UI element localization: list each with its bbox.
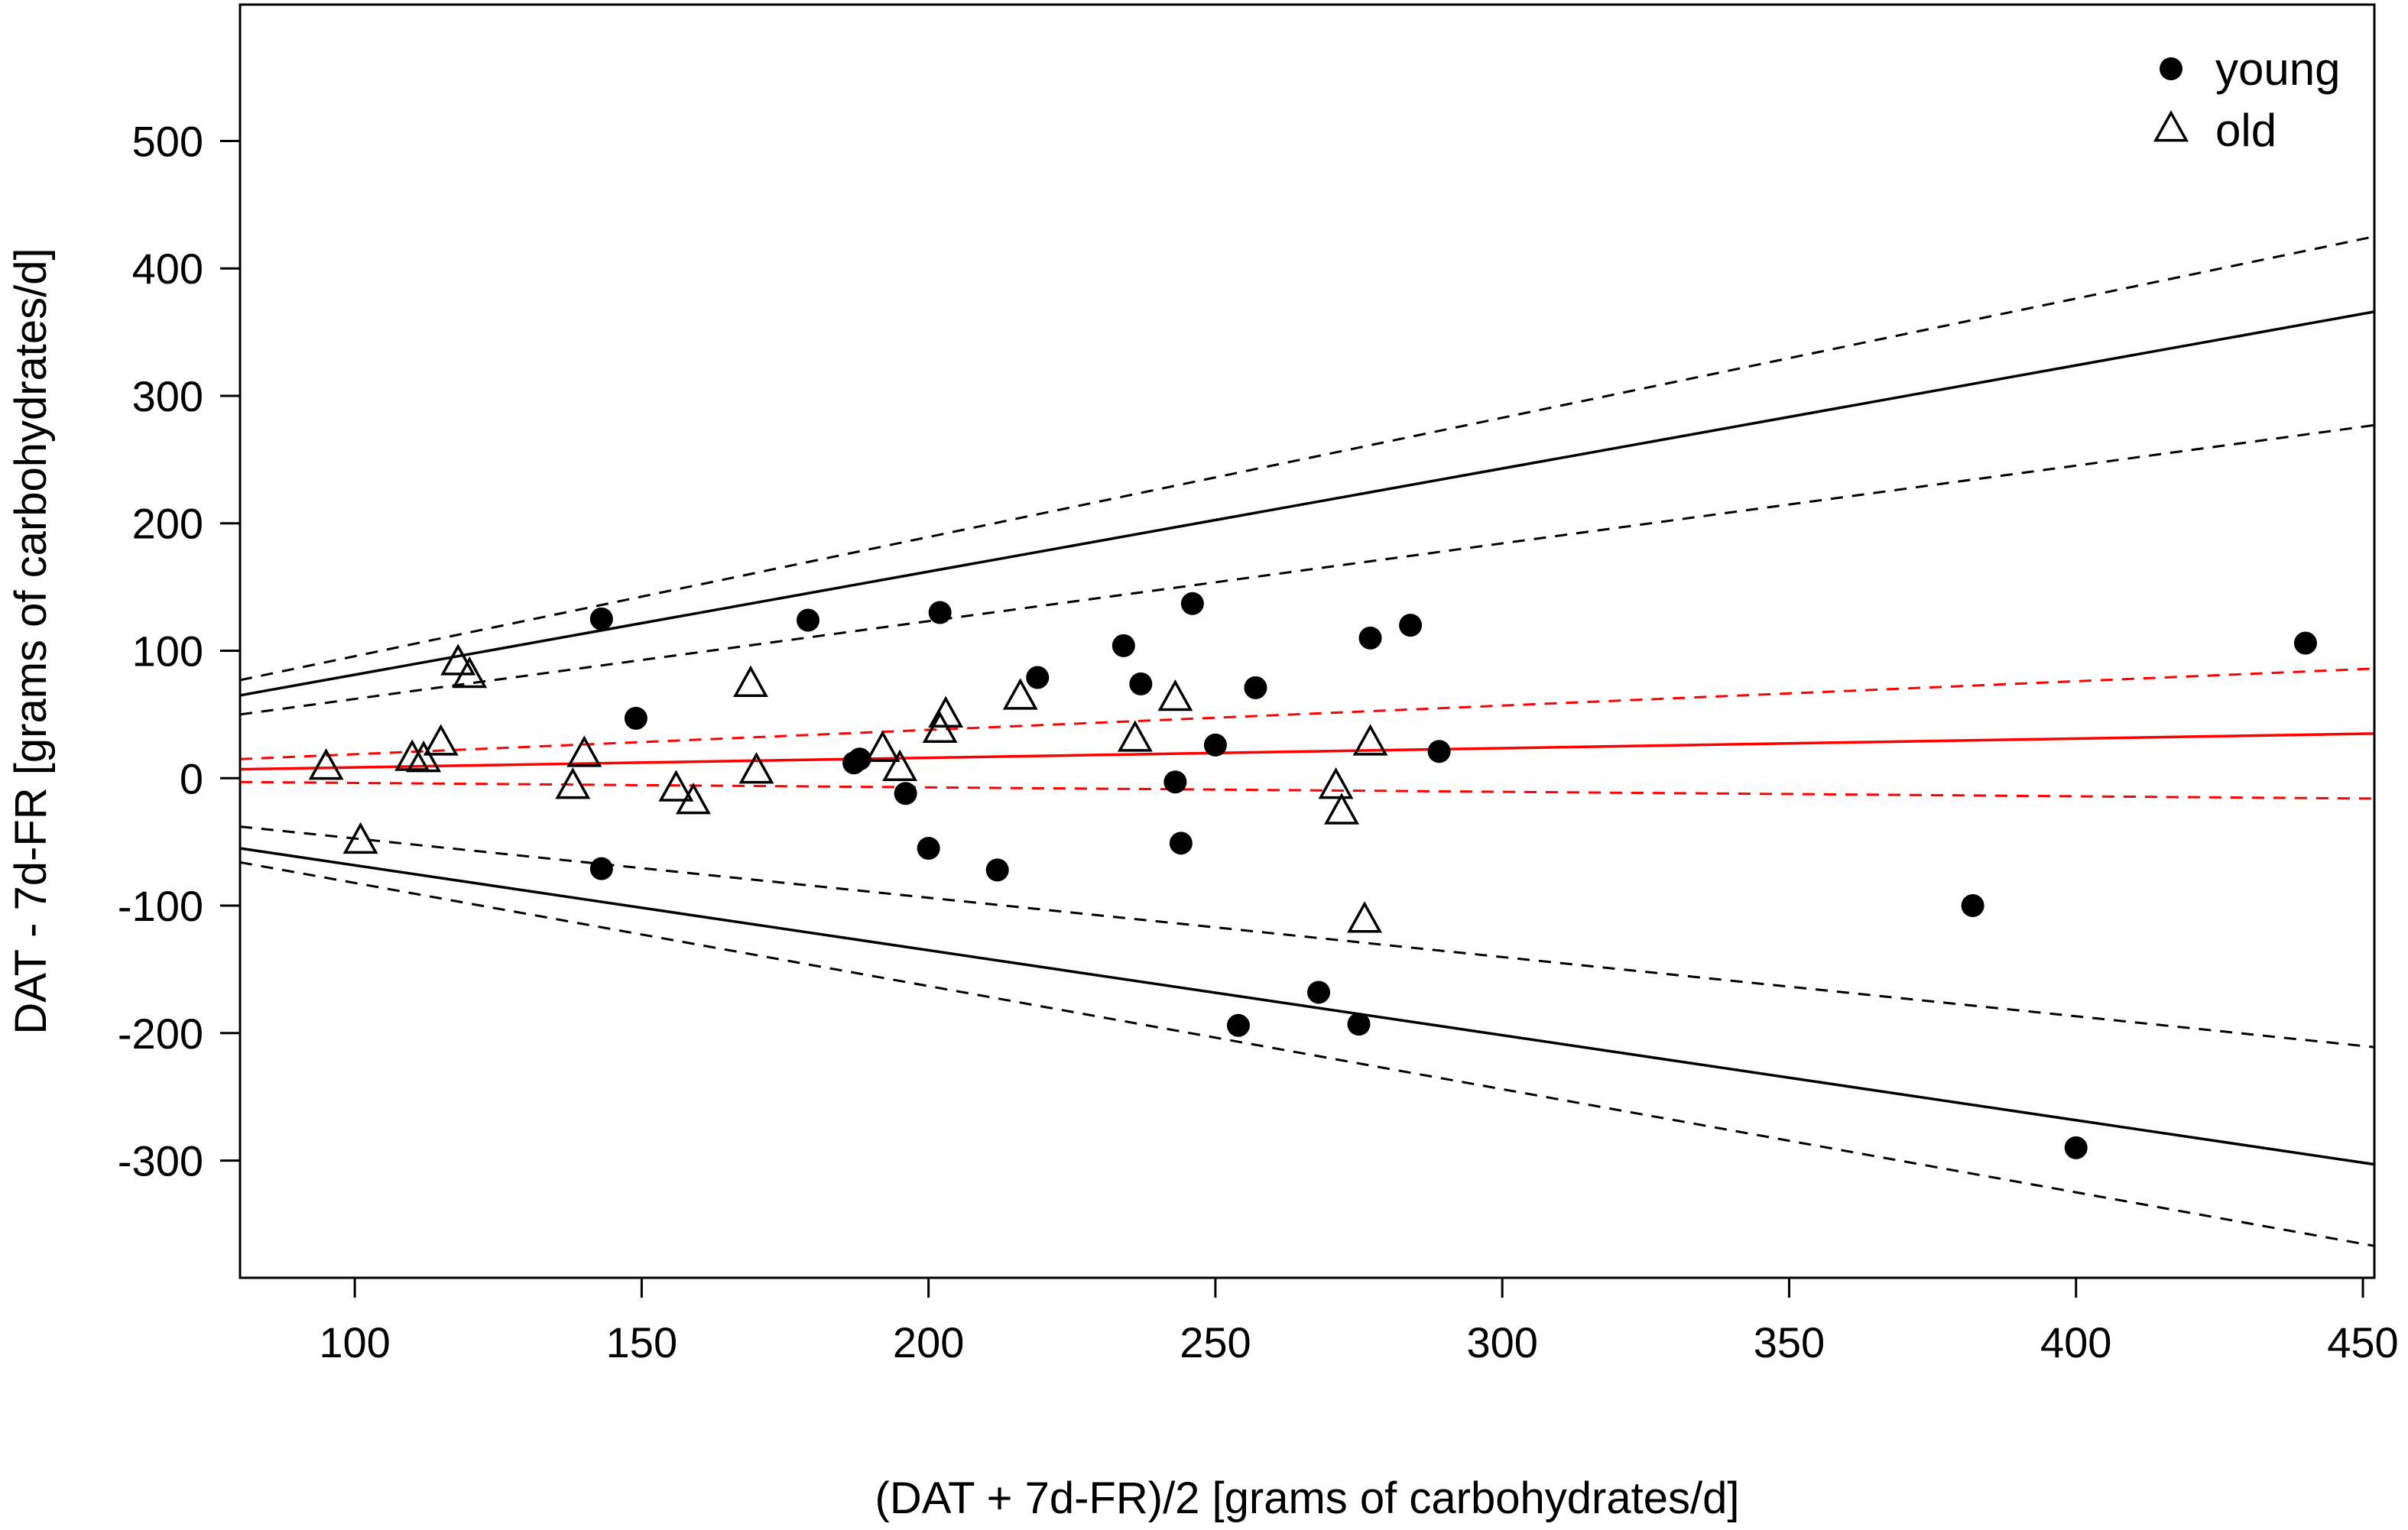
point-young <box>1169 831 1193 855</box>
y-tick-label: 0 <box>180 754 203 802</box>
plot-frame <box>239 3 2376 1279</box>
point-old <box>423 724 459 756</box>
x-tick-label: 350 <box>1754 1318 1825 1366</box>
x-tick-label: 250 <box>1180 1318 1251 1366</box>
point-old <box>928 695 964 728</box>
point-old <box>658 770 694 802</box>
point-young <box>1180 592 1204 615</box>
y-axis-title: DAT - 7d-FR [grams of carbohydrates/d] <box>6 248 56 1034</box>
y-tick-label: -300 <box>118 1137 203 1185</box>
mean-bias-ci-upper-line <box>240 667 2374 760</box>
y-tick-label: 200 <box>132 500 203 548</box>
point-old <box>406 741 442 773</box>
point-young <box>797 608 820 632</box>
point-old <box>922 711 958 744</box>
point-young <box>928 601 952 624</box>
point-old <box>675 783 711 815</box>
legend-young-marker <box>2160 57 2182 80</box>
point-young <box>1399 614 1423 637</box>
point-young <box>2064 1136 2088 1159</box>
mean-bias-line <box>240 732 2374 771</box>
point-old <box>1117 720 1153 752</box>
point-old <box>308 748 344 780</box>
point-young <box>1112 634 1135 657</box>
point-old <box>738 752 774 784</box>
reference-lines <box>240 235 2374 1247</box>
point-young <box>1163 770 1187 794</box>
x-tick-label: 300 <box>1466 1318 1537 1366</box>
point-old <box>1157 679 1193 712</box>
data-points <box>308 592 2317 1159</box>
point-young <box>589 607 613 630</box>
point-young <box>1358 626 1382 650</box>
point-old <box>1002 678 1038 710</box>
legend-young-label: young <box>2215 44 2340 95</box>
point-young <box>1129 672 1153 695</box>
point-young <box>894 782 917 806</box>
axis-ticks: 100 150 200 250 300 350 400 450 -300 -200 -100 0 100… <box>118 117 2399 1366</box>
point-old <box>865 730 901 763</box>
upper-limit-ci-lower-line <box>240 423 2374 716</box>
point-old <box>1347 901 1383 933</box>
x-tick-label: 450 <box>2327 1318 2398 1366</box>
legend: young old <box>2153 44 2340 156</box>
y-tick-label: 500 <box>132 117 203 165</box>
x-axis-title: (DAT + 7d-FR)/2 [grams of carbohydrates/… <box>875 1473 1740 1523</box>
y-tick-label: -100 <box>118 882 203 930</box>
point-young <box>985 858 1009 882</box>
point-old <box>1352 724 1388 756</box>
point-young <box>1307 981 1331 1004</box>
point-old <box>440 643 476 676</box>
point-young <box>2293 631 2317 655</box>
y-tick-label: 300 <box>132 372 203 420</box>
upper-limit-line <box>240 310 2374 697</box>
point-young <box>1226 1013 1250 1037</box>
y-tick-label: 400 <box>132 245 203 293</box>
point-young <box>1347 1013 1371 1036</box>
mean-bias-ci-lower-line <box>240 780 2374 800</box>
point-old <box>452 656 488 689</box>
point-old <box>555 767 591 799</box>
point-old <box>1318 767 1354 799</box>
point-young <box>1026 666 1050 689</box>
point-old <box>1324 793 1360 825</box>
point-old <box>733 665 768 697</box>
point-young <box>1244 676 1267 699</box>
point-young <box>1961 894 1984 918</box>
point-young <box>848 747 871 771</box>
point-young <box>624 706 647 730</box>
point-young <box>589 857 613 880</box>
x-tick-label: 400 <box>2040 1318 2111 1366</box>
x-tick-label: 200 <box>893 1318 964 1366</box>
point-young <box>1203 733 1227 757</box>
upper-limit-ci-upper-line <box>240 235 2374 682</box>
legend-old-marker <box>2153 110 2189 142</box>
point-young <box>1427 740 1451 763</box>
lower-limit-ci-upper-line <box>240 825 2374 1049</box>
legend-old-label: old <box>2215 105 2277 156</box>
point-young <box>917 836 940 860</box>
y-tick-label: -200 <box>118 1010 203 1058</box>
x-tick-label: 100 <box>319 1318 390 1366</box>
y-tick-label: 100 <box>132 627 203 676</box>
point-old <box>342 822 378 854</box>
lower-limit-line <box>240 847 2374 1166</box>
point-old <box>566 735 602 767</box>
x-tick-label: 150 <box>606 1318 677 1366</box>
lower-limit-ci-lower-line <box>240 861 2374 1247</box>
point-old <box>882 749 918 782</box>
